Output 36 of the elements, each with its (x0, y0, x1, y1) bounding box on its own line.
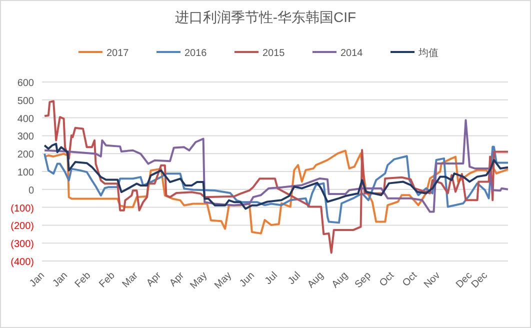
y-tick-label: (200) (10, 221, 34, 232)
y-tick-label: 100 (17, 168, 34, 178)
chart-title: 进口利润季节性-华东韩国CIF (174, 9, 356, 25)
y-tick-label: (100) (10, 203, 34, 214)
x-tick-label: Feb (73, 270, 94, 290)
y-tick-label: (400) (10, 257, 34, 268)
x-tick-label: May (212, 270, 234, 292)
y-tick-label: 500 (17, 96, 34, 107)
legend-label: 2014 (340, 48, 364, 59)
legend-label: 2016 (184, 48, 208, 59)
x-tick-label: Aug (330, 270, 350, 291)
x-tick-label: Dec (470, 270, 490, 291)
x-tick-label: Jan (50, 270, 70, 290)
x-tick-label: Sep (353, 270, 374, 291)
x-tick-label: Oct (400, 270, 420, 289)
legend-label: 2017 (106, 48, 130, 59)
x-tick-label: Apr (168, 270, 187, 289)
x-tick-label: Feb (97, 270, 118, 290)
legend-label: 2015 (262, 48, 286, 59)
x-tick-label: Nov (422, 270, 443, 291)
x-tick-label: Jan (28, 270, 47, 290)
y-tick-label: 600 (17, 78, 34, 89)
x-tick-label: Jun (238, 270, 257, 290)
x-tick-label: Jul (286, 270, 303, 287)
y-tick-label: (300) (10, 239, 34, 250)
y-tick-label: 300 (17, 132, 34, 143)
x-tick-label: Apr (144, 270, 164, 289)
y-tick-label: 400 (17, 114, 34, 125)
y-tick-label: 200 (17, 150, 34, 161)
legend-label: 均值 (418, 47, 438, 59)
x-tick-label: Aug (306, 270, 326, 291)
y-tick-label: 0 (28, 185, 34, 196)
x-tick-label: Mar (120, 270, 141, 290)
x-tick-label: May (188, 270, 210, 292)
x-tick-label: Oct (378, 270, 397, 289)
x-tick-label: Jul (263, 270, 280, 287)
